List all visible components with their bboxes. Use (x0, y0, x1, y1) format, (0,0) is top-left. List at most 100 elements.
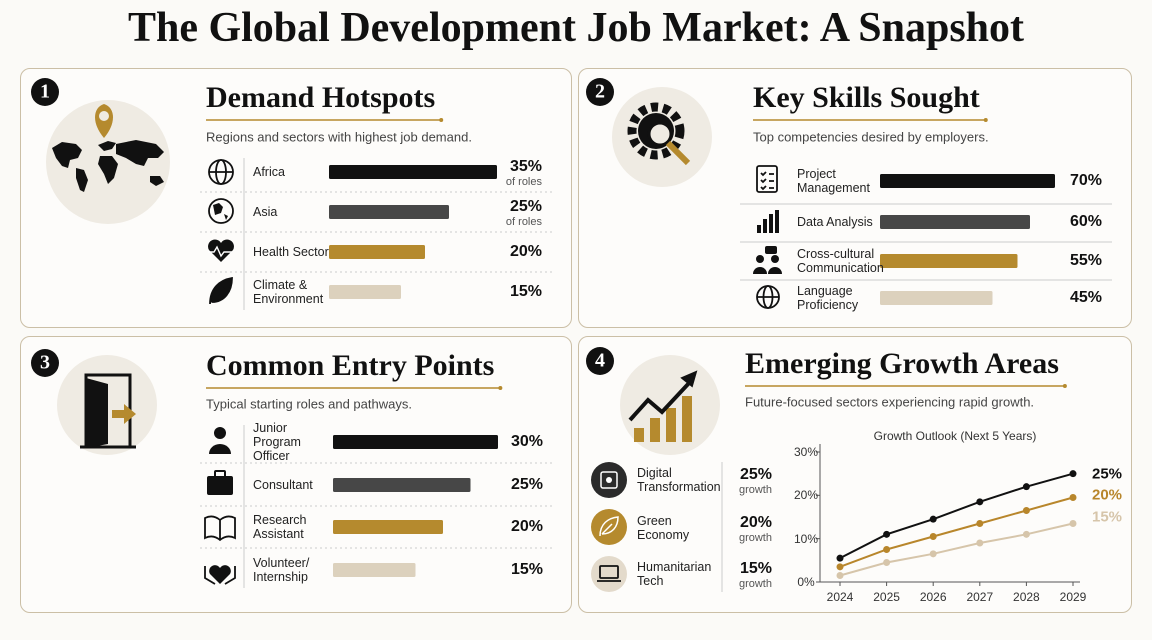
panel-title: Emerging Growth Areas (745, 347, 1059, 380)
value-note: growth (738, 578, 772, 590)
panel-title: Common Entry Points (206, 349, 495, 382)
row-label: Africa (253, 165, 285, 179)
value-label: 70% (1069, 172, 1102, 189)
series-point (1022, 483, 1030, 491)
series-end-label: 20% (1092, 486, 1123, 504)
y-tick-label: 10% (793, 531, 819, 546)
value-label: 60% (1069, 213, 1102, 230)
bar (333, 520, 443, 534)
bar (329, 245, 425, 259)
row-label: Language Proficiency (797, 284, 859, 312)
bar (880, 174, 1055, 188)
y-tick-label: 30% (793, 445, 819, 459)
series-point (836, 572, 844, 579)
value-label: 15% (739, 560, 772, 577)
series-point (883, 546, 891, 553)
bar (333, 563, 416, 577)
bar (333, 478, 471, 492)
bar (329, 285, 401, 299)
series-end-label: 15% (1092, 508, 1123, 526)
series-point (976, 520, 984, 527)
row-label: Climate & Environment (253, 278, 324, 306)
series-point (1069, 470, 1077, 478)
series-line (839, 472, 1074, 560)
y-tick-label: 0% (797, 575, 815, 589)
series-end-label: 25% (1092, 465, 1123, 483)
value-note: growth (738, 532, 772, 544)
series-line (839, 496, 1074, 568)
series-point (929, 533, 937, 540)
y-tick-label: 20% (793, 488, 819, 503)
badge (31, 78, 59, 106)
row-label: Green Economy (637, 514, 690, 542)
series-point (836, 554, 844, 562)
x-tick-label: 2025 (873, 590, 900, 604)
badge (586, 78, 614, 106)
value-label: 15% (509, 283, 542, 300)
badge (586, 347, 614, 375)
row-label: Junior Program Officer (253, 421, 301, 463)
row-label: Volunteer/ Internship (253, 556, 310, 584)
value-label: 55% (1069, 252, 1102, 269)
row-label: Project Management (797, 167, 870, 195)
bar (880, 254, 1018, 268)
underline-dot (1062, 384, 1067, 388)
x-tick-label: 2028 (1013, 590, 1040, 604)
badge-number: 1 (40, 80, 50, 103)
series-point (1069, 520, 1077, 527)
badge-number: 2 (595, 80, 605, 103)
underline-dot (983, 118, 988, 122)
value-label: 20% (510, 518, 543, 535)
row-label: Consultant (253, 478, 313, 492)
panel-subtitle: Regions and sectors with highest job dem… (206, 129, 472, 145)
row-label: Health Sector (253, 245, 329, 259)
value-label: 20% (739, 514, 772, 531)
value-label: 35% (509, 158, 542, 175)
badge (31, 349, 59, 377)
row-label: Digital Transformation (637, 466, 721, 494)
value-label: 25% (509, 198, 542, 215)
bar (333, 435, 498, 449)
bar (880, 291, 993, 305)
row-label: Research Assistant (253, 513, 307, 541)
row-label: Humanitarian Tech (637, 560, 712, 588)
chart-title: Growth Outlook (Next 5 Years) (873, 429, 1037, 443)
bar (880, 215, 1030, 229)
bar (329, 205, 449, 219)
row-label: Cross-cultural Communication (797, 247, 884, 275)
value-label: 20% (509, 243, 542, 260)
row-label: Asia (253, 205, 278, 219)
series-point (1022, 530, 1030, 538)
series-point (883, 559, 891, 566)
badge-number: 3 (40, 351, 50, 374)
bar (329, 165, 497, 179)
series-line (839, 522, 1074, 577)
panel-title: Key Skills Sought (753, 81, 980, 114)
series-point (1069, 494, 1077, 501)
value-note: growth (738, 484, 772, 496)
series-point (1022, 507, 1030, 514)
value-note: of roles (505, 216, 542, 228)
panel-subtitle: Top competencies desired by employers. (753, 129, 989, 145)
series-point (836, 563, 844, 571)
row-label: Data Analysis (797, 215, 873, 229)
panel-subtitle: Future-focused sectors experiencing rapi… (745, 394, 1035, 410)
value-label: 15% (510, 561, 543, 578)
series-point (929, 515, 937, 523)
series-point (883, 530, 891, 538)
badge-number: 4 (595, 349, 605, 372)
decor (46, 87, 1112, 592)
x-tick-label: 2029 (1059, 590, 1087, 604)
x-tick-label: 2027 (966, 590, 994, 604)
panel-title: Demand Hotspots (206, 81, 436, 114)
underline-dot (439, 118, 444, 122)
series-point (976, 498, 984, 506)
value-label: 25% (739, 466, 772, 483)
x-tick-label: 2026 (919, 590, 947, 604)
value-label: 25% (510, 476, 543, 493)
value-label: 45% (1069, 289, 1102, 306)
value-label: 30% (510, 433, 543, 450)
main-title: The Global Development Job Market: A Sna… (127, 5, 1025, 51)
